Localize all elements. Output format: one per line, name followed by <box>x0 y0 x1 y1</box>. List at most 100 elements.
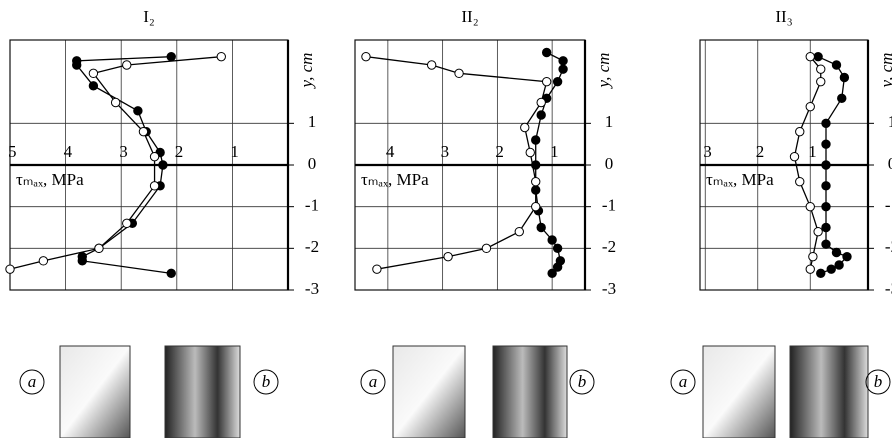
data-point <box>840 73 848 81</box>
data-point <box>167 269 175 277</box>
x-tick-label: 1 <box>550 142 559 161</box>
chart-title: II₃ <box>775 7 792 26</box>
data-point <box>526 148 534 156</box>
y-tick-label: -3 <box>885 279 892 298</box>
data-point <box>427 61 435 69</box>
data-point <box>159 161 167 169</box>
x-tick-label: 2 <box>175 142 184 161</box>
y-tick-label: 1 <box>888 112 892 131</box>
data-point <box>806 52 814 60</box>
data-point <box>123 219 131 227</box>
x-tick-label: 3 <box>441 142 450 161</box>
photo-label: a <box>28 372 37 391</box>
data-point <box>89 69 97 77</box>
data-point <box>806 102 814 110</box>
photo <box>60 346 130 438</box>
data-point <box>532 177 540 185</box>
y-axis-label: y, cm <box>877 53 892 90</box>
data-point <box>822 240 830 248</box>
x-tick-label: 1 <box>230 142 239 161</box>
photo-label: b <box>874 372 883 391</box>
data-point <box>814 52 822 60</box>
data-point <box>822 161 830 169</box>
data-point <box>482 244 490 252</box>
x-tick-label: 4 <box>386 142 395 161</box>
x-tick-label: 3 <box>703 142 712 161</box>
x-tick-label: 1 <box>808 142 817 161</box>
data-point <box>817 77 825 85</box>
curve <box>366 57 547 269</box>
y-tick-label: 0 <box>308 154 317 173</box>
data-point <box>548 269 556 277</box>
data-point <box>822 140 830 148</box>
data-point <box>559 65 567 73</box>
data-point <box>796 177 804 185</box>
y-tick-label: -1 <box>305 196 319 215</box>
photo <box>493 346 567 438</box>
data-point <box>542 77 550 85</box>
data-point <box>123 61 131 69</box>
photo <box>790 346 868 438</box>
curve <box>10 57 221 269</box>
data-point <box>832 61 840 69</box>
photo <box>165 346 240 438</box>
data-point <box>217 52 225 60</box>
y-tick-label: -1 <box>885 196 892 215</box>
data-point <box>817 65 825 73</box>
x-tick-label: 5 <box>8 142 17 161</box>
data-point <box>6 265 14 273</box>
data-point <box>553 244 561 252</box>
data-point <box>843 252 851 260</box>
x-tick-label: 4 <box>64 142 73 161</box>
x-tick-label: 2 <box>756 142 765 161</box>
photo-label: a <box>679 372 688 391</box>
data-point <box>373 265 381 273</box>
y-tick-label: 0 <box>888 154 892 173</box>
curve <box>795 57 821 269</box>
data-point <box>73 61 81 69</box>
data-point <box>553 77 561 85</box>
data-point <box>134 107 142 115</box>
data-point <box>822 182 830 190</box>
data-point <box>822 223 830 231</box>
data-point <box>167 52 175 60</box>
data-point <box>444 252 452 260</box>
data-point <box>95 244 103 252</box>
data-point <box>796 127 804 135</box>
data-point <box>542 48 550 56</box>
figure: 54321-3-2-101τₘₐₓ, MPay, cmI₂ab4321-3-2-… <box>0 0 892 438</box>
y-tick-label: -2 <box>885 237 892 256</box>
data-point <box>806 202 814 210</box>
data-point <box>838 94 846 102</box>
y-tick-label: -3 <box>305 279 319 298</box>
x-axis-label: τₘₐₓ, MPa <box>361 170 429 189</box>
y-tick-label: -1 <box>602 196 616 215</box>
x-tick-label: 3 <box>119 142 128 161</box>
chart-title: II₂ <box>461 7 478 26</box>
data-point <box>822 119 830 127</box>
page: {"chart_data": [ {"type": "line", "title… <box>0 0 892 438</box>
data-point <box>835 261 843 269</box>
data-point <box>537 98 545 106</box>
data-point <box>537 111 545 119</box>
photo <box>393 346 465 438</box>
y-axis-label: y, cm <box>297 53 316 90</box>
photo-label: b <box>262 372 271 391</box>
data-point <box>362 52 370 60</box>
data-point <box>817 269 825 277</box>
data-point <box>790 152 798 160</box>
data-point <box>806 265 814 273</box>
y-axis-label: y, cm <box>594 53 613 90</box>
photo-label: b <box>578 372 587 391</box>
x-axis-label: τₘₐₓ, MPa <box>706 170 774 189</box>
y-tick-label: 0 <box>605 154 614 173</box>
data-point <box>822 202 830 210</box>
photo <box>703 346 775 438</box>
data-point <box>559 57 567 65</box>
data-point <box>455 69 463 77</box>
data-point <box>532 136 540 144</box>
data-point <box>78 257 86 265</box>
data-point <box>89 82 97 90</box>
data-point <box>827 265 835 273</box>
x-axis-label: τₘₐₓ, MPa <box>16 170 84 189</box>
